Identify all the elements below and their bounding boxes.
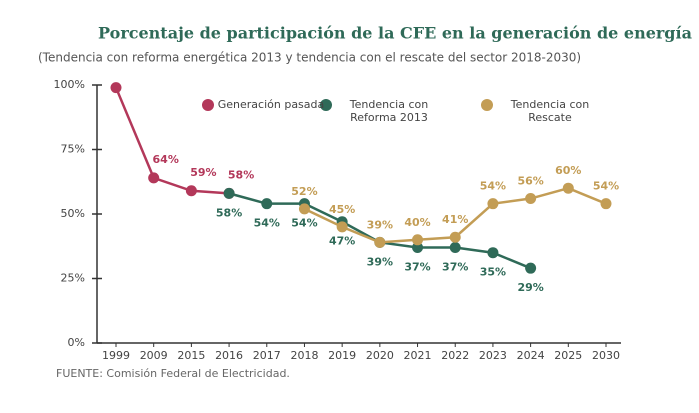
data-label: 39% <box>367 218 393 231</box>
legend-marker <box>481 99 493 111</box>
y-tick-label: 75% <box>61 143 85 156</box>
data-label: 58% <box>216 206 242 219</box>
data-point <box>223 187 235 199</box>
legend-label: Tendencia con Reforma 2013 <box>349 98 429 124</box>
x-tick-label: 2025 <box>554 349 582 362</box>
legend-label: Generación pasada <box>217 98 325 111</box>
data-label: 47% <box>329 235 355 248</box>
data-point <box>412 234 424 246</box>
data-label: 37% <box>404 261 430 274</box>
x-tick-label: 2009 <box>140 349 168 362</box>
data-point <box>449 231 461 243</box>
y-tick-label: 0% <box>68 336 85 349</box>
data-point <box>487 198 499 210</box>
data-label: 41% <box>442 213 468 226</box>
data-label: 37% <box>442 261 468 274</box>
y-tick-label: 100% <box>54 78 85 91</box>
series-line <box>114 87 230 195</box>
x-tick-label: 2020 <box>366 349 394 362</box>
data-label: 56% <box>517 175 543 188</box>
data-point <box>487 247 499 259</box>
chart-subtitle: (Tendencia con reforma energética 2013 y… <box>38 51 581 65</box>
data-label: 29% <box>517 281 543 294</box>
data-point <box>449 242 461 254</box>
data-point <box>525 193 537 205</box>
data-label: 54% <box>291 217 317 230</box>
data-label: 52% <box>291 185 317 198</box>
data-point <box>336 221 348 233</box>
data-label: 54% <box>480 180 506 193</box>
data-point <box>374 236 386 248</box>
data-label: 60% <box>555 164 581 177</box>
x-tick-label: 2019 <box>328 349 356 362</box>
data-label: 40% <box>404 216 430 229</box>
x-tick-label: 2018 <box>290 349 318 362</box>
data-point <box>261 198 273 210</box>
x-tick-label: 2023 <box>479 349 507 362</box>
x-tick-label: 2016 <box>215 349 243 362</box>
data-label: 45% <box>329 203 355 216</box>
data-label: 64% <box>153 153 179 166</box>
data-label: 35% <box>480 266 506 279</box>
legend-marker <box>202 99 214 111</box>
data-point <box>110 82 122 94</box>
y-tick-label: 50% <box>61 207 85 220</box>
x-tick-label: 2022 <box>441 349 469 362</box>
data-point <box>600 198 612 210</box>
y-tick-label: 25% <box>61 272 85 285</box>
data-label: 58% <box>228 168 254 181</box>
data-point <box>148 172 160 184</box>
data-label: 54% <box>254 217 280 230</box>
x-tick-label: 1999 <box>102 349 130 362</box>
data-point <box>298 203 310 215</box>
chart-title: Porcentaje de participación de la CFE en… <box>98 24 692 43</box>
legend-marker <box>320 99 332 111</box>
data-label: 59% <box>190 166 216 179</box>
x-tick-label: 2030 <box>592 349 620 362</box>
data-point <box>525 262 537 274</box>
x-tick-label: 2015 <box>177 349 205 362</box>
x-tick-label: 2024 <box>517 349 545 362</box>
x-tick-label: 2021 <box>404 349 432 362</box>
legend-label: Tendencia con Rescate <box>510 98 590 124</box>
data-point <box>185 185 197 197</box>
source: FUENTE: Comisión Federal de Electricidad… <box>56 367 290 380</box>
data-point <box>412 242 424 254</box>
data-label: 39% <box>367 255 393 268</box>
data-point <box>562 182 574 194</box>
x-tick-label: 2017 <box>253 349 281 362</box>
data-label: 54% <box>593 180 619 193</box>
